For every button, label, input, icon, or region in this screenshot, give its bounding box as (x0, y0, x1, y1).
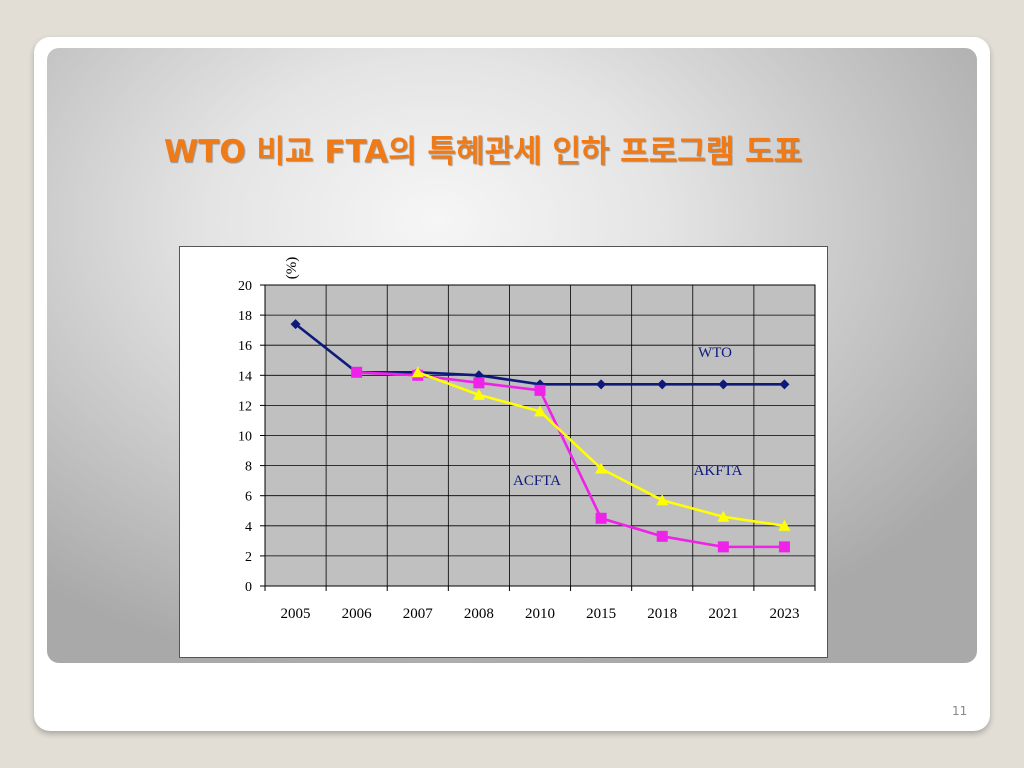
y-tick-label: 0 (245, 580, 252, 595)
akfta-data-point (656, 494, 669, 506)
akfta-data-point (411, 366, 424, 378)
acfta-data-point (595, 512, 607, 524)
series-labels: WTO ACFTA AKFTA (513, 345, 743, 489)
x-axis: 2005 2006 2007 2008 2010 2015 2018 2021 2023 (264, 586, 816, 622)
x-tick-label: 2018 (647, 606, 677, 622)
wto-data-point (596, 379, 607, 390)
acfta-data-point (656, 530, 668, 542)
series-lines (290, 319, 791, 553)
acfta-series-label: ACFTA (513, 473, 561, 489)
y-tick-label: 12 (238, 399, 252, 414)
acfta-data-point (778, 541, 790, 553)
y-tick-label: 4 (245, 520, 252, 535)
y-tick-label: 16 (238, 339, 252, 354)
x-tick-label: 2015 (586, 606, 616, 622)
x-tick-label: 2021 (708, 606, 738, 622)
wto-data-point (657, 379, 668, 390)
x-tick-label: 2008 (464, 606, 494, 622)
acfta-data-point (473, 377, 485, 389)
slide-title: WTO 비교 FTA의 특혜관세 인하 프로그램 도표 (164, 134, 803, 170)
y-tick-label: 8 (245, 460, 252, 475)
page-number: 11 (952, 704, 968, 718)
acfta-data-point (717, 541, 729, 553)
x-tick-label: 2007 (403, 606, 434, 622)
x-tick-label: 2023 (769, 606, 799, 622)
acfta-data-point (351, 366, 363, 378)
wto-data-point (290, 319, 301, 330)
y-tick-label: 2 (245, 550, 252, 565)
akfta-data-point (717, 510, 730, 522)
y-tick-label: 6 (245, 490, 252, 505)
akfta-data-point (472, 388, 485, 400)
wto-data-point (718, 379, 729, 390)
x-tick-label: 2006 (342, 606, 373, 622)
wto-series-label: WTO (698, 345, 732, 361)
akfta-data-point (595, 462, 608, 474)
akfta-series-label: AKFTA (694, 463, 743, 479)
y-axis: 0 2 4 6 8 10 12 14 16 18 20 (238, 279, 265, 595)
acfta-data-point (534, 384, 546, 396)
wto-data-point (779, 379, 790, 390)
wto-data-point (535, 379, 545, 390)
x-tick-label: 2010 (525, 606, 555, 622)
y-tick-label: 20 (238, 279, 252, 294)
grid-lines (265, 285, 815, 586)
y-tick-label: 10 (238, 430, 252, 445)
y-tick-label: 18 (238, 309, 252, 324)
y-tick-label: 14 (238, 369, 252, 384)
akfta-data-point (534, 405, 546, 417)
chart-container: 0 2 4 6 8 10 12 14 16 18 20 2005 2006 2007 2008 2010 20… (179, 246, 828, 658)
x-tick-label: 2005 (281, 606, 311, 622)
akfta-data-point (778, 519, 791, 531)
y-axis-label: (%) (284, 257, 300, 280)
